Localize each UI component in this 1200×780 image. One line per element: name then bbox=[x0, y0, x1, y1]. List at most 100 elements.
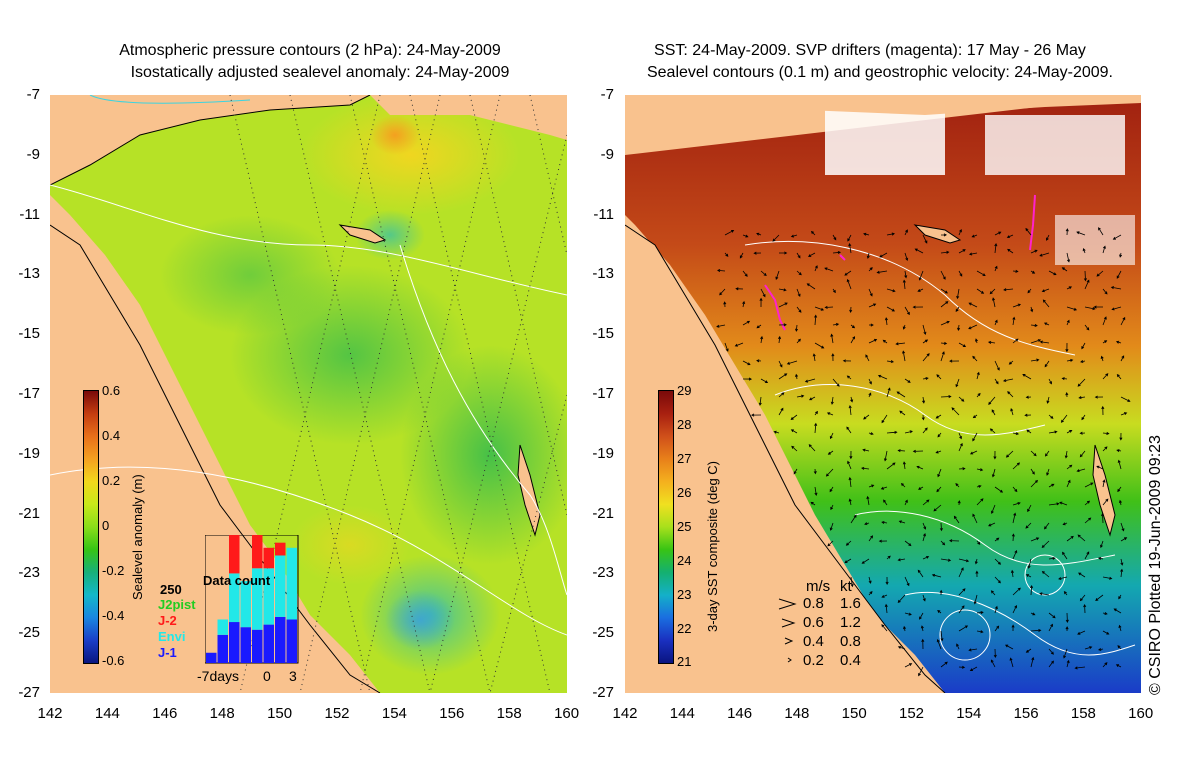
velocity-arrow bbox=[810, 230, 816, 236]
velocity-arrow bbox=[1024, 413, 1032, 417]
velocity-arrow bbox=[806, 283, 816, 290]
velocity-arrow bbox=[758, 396, 762, 406]
velocity-key-kt: 1.6 bbox=[840, 595, 861, 612]
velocity-arrow bbox=[886, 387, 891, 398]
australia-land bbox=[625, 225, 945, 693]
velocity-arrow bbox=[935, 414, 942, 419]
velocity-arrow bbox=[861, 466, 870, 470]
data-count-bar-j2 bbox=[263, 547, 274, 569]
velocity-arrow bbox=[777, 335, 782, 344]
velocity-arrow bbox=[742, 234, 749, 238]
velocity-arrow bbox=[1066, 252, 1071, 263]
velocity-arrow bbox=[994, 625, 1000, 632]
velocity-arrow bbox=[886, 306, 896, 312]
velocity-arrow bbox=[868, 392, 872, 398]
velocity-arrow bbox=[881, 414, 888, 424]
data-count-bar-j1 bbox=[206, 652, 217, 663]
latitude-tick-label: -23 bbox=[592, 564, 614, 582]
velocity-arrow bbox=[896, 391, 906, 398]
velocity-arrow bbox=[990, 590, 996, 596]
velocity-arrow bbox=[848, 476, 852, 488]
velocity-arrow bbox=[1009, 657, 1014, 668]
velocity-arrow bbox=[931, 573, 942, 578]
velocity-arrow bbox=[1048, 378, 1052, 385]
velocity-arrow bbox=[1005, 450, 1014, 458]
velocity-arrow bbox=[1066, 306, 1078, 311]
velocity-arrow bbox=[849, 450, 853, 460]
velocity-arrow bbox=[922, 532, 926, 542]
velocity-arrow bbox=[1102, 245, 1106, 254]
velocity-arrow bbox=[971, 234, 978, 238]
velocity-arrow bbox=[1012, 501, 1021, 506]
velocity-arrow bbox=[862, 448, 870, 452]
longitude-tick-label: 152 bbox=[324, 705, 350, 722]
velocity-arrow bbox=[778, 251, 788, 255]
velocity-arrow bbox=[1030, 468, 1035, 475]
sst-cbar-tick: 26 bbox=[677, 485, 692, 500]
sst-colorbar-label: 3-day SST composite (deg C) bbox=[705, 461, 720, 632]
longitude-tick-label: 144 bbox=[669, 705, 695, 722]
velocity-arrow bbox=[824, 305, 834, 309]
velocity-arrow bbox=[1059, 501, 1068, 506]
anomaly-blob bbox=[370, 115, 420, 155]
velocity-arrow bbox=[1026, 429, 1032, 434]
velocity-arrow bbox=[832, 378, 840, 387]
velocity-arrow bbox=[958, 442, 963, 452]
velocity-arrow bbox=[1030, 656, 1035, 668]
legend-j2pist: J2pist bbox=[158, 597, 196, 612]
velocity-arrow bbox=[976, 371, 980, 380]
velocity-arrow bbox=[1110, 286, 1122, 290]
velocity-arrow bbox=[902, 461, 906, 470]
velocity-arrow bbox=[830, 504, 834, 511]
velocity-arrow bbox=[1048, 556, 1056, 560]
pressure-contour bbox=[50, 466, 567, 636]
velocity-arrow bbox=[1065, 626, 1069, 632]
velocity-arrow bbox=[1120, 396, 1131, 402]
velocity-arrow bbox=[994, 360, 1000, 371]
geostrophic-velocity-arrows bbox=[716, 227, 1131, 677]
velocity-arrow bbox=[937, 468, 942, 478]
velocity-arrow bbox=[1093, 305, 1104, 309]
sst-cbar-tick: 23 bbox=[677, 587, 692, 602]
velocity-arrow bbox=[1043, 322, 1050, 326]
velocity-arrow bbox=[1084, 306, 1096, 311]
velocity-arrow bbox=[972, 432, 978, 442]
velocity-arrow bbox=[1011, 624, 1015, 632]
velocity-arrow bbox=[940, 661, 948, 668]
longitude-tick-label: 146 bbox=[727, 705, 753, 722]
velocity-arrow bbox=[969, 666, 978, 671]
velocity-arrow bbox=[1011, 533, 1015, 542]
data-count-bar-envi bbox=[240, 581, 251, 628]
velocity-arrow bbox=[1039, 252, 1050, 257]
velocity-key-kt: 1.2 bbox=[840, 614, 861, 631]
sst-cbar-tick: 29 bbox=[677, 383, 692, 398]
velocity-arrow bbox=[969, 450, 978, 455]
velocity-arrow bbox=[1102, 611, 1108, 615]
velocity-arrow bbox=[953, 515, 960, 524]
velocity-arrow bbox=[994, 231, 1002, 236]
longitude-tick-label: 160 bbox=[1128, 705, 1154, 722]
velocity-arrow bbox=[826, 412, 834, 416]
velocity-arrow bbox=[958, 605, 965, 614]
latitude-tick-label: -17 bbox=[592, 385, 614, 402]
velocity-arrow bbox=[994, 486, 1004, 493]
velocity-arrow bbox=[1120, 558, 1124, 566]
velocity-arrow bbox=[968, 252, 978, 256]
velocity-arrow bbox=[1029, 584, 1034, 596]
data-count-bar-envi bbox=[252, 568, 263, 630]
velocity-arrow bbox=[814, 486, 818, 496]
velocity-arrow bbox=[991, 468, 996, 478]
velocity-arrow bbox=[902, 350, 906, 362]
velocity-arrow bbox=[884, 603, 888, 614]
velocity-arrow bbox=[904, 612, 912, 616]
data-count-bar-j1 bbox=[229, 622, 240, 663]
velocity-arrow bbox=[866, 252, 870, 259]
cloud-mask bbox=[825, 105, 945, 175]
latitude-tick-label: -15 bbox=[592, 325, 614, 343]
velocity-arrow bbox=[742, 300, 746, 308]
satellite-tracks bbox=[229, 95, 567, 693]
velocity-arrow bbox=[919, 612, 924, 620]
data-count-bar-envi bbox=[275, 555, 286, 617]
velocity-arrow bbox=[1079, 594, 1086, 602]
longitude-tick-label: 148 bbox=[209, 705, 235, 722]
